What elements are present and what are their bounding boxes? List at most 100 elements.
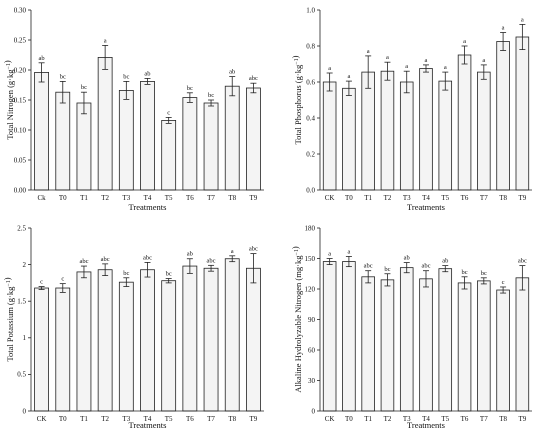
y-tick-label: 30 [308,377,316,385]
x-tick-label-t4: T4 [422,415,430,423]
significance-label-t1: a [367,48,370,55]
x-tick-label-t3: T3 [403,415,411,423]
bar-t7 [477,280,491,412]
bar-t4 [140,81,155,191]
y-axis-title-exponent: −1 [6,63,12,69]
x-tick-label-t2: T2 [101,194,109,202]
x-tick-label-t4: T4 [422,194,430,202]
y-tick-label: 0.6 [306,78,315,86]
bar-t8 [224,258,240,412]
y-axis-title-part: Total Phosphorus [293,83,303,144]
x-tick-label-t6: T6 [186,415,194,423]
bar-t3 [118,281,134,412]
x-axis-title: Treatments [129,420,167,430]
bar-t6 [457,54,472,191]
x-tick-label-t5: T5 [441,415,449,423]
significance-label-t4: abc [143,254,152,261]
bar-t9 [246,87,261,191]
x-tick-label-t1: T1 [80,415,88,423]
bar-t6 [457,282,472,412]
y-tick-label: 0.00 [14,186,27,194]
bar-t5 [161,120,177,191]
x-tick-label-t8: T8 [228,194,236,202]
bar-t1 [76,271,92,412]
bar-t9 [515,277,530,412]
bar-t1 [76,102,92,191]
significance-label-t5: ab [442,258,448,265]
y-axis-title-part: (g·kg [293,64,303,83]
significance-label-t0: c [61,276,64,283]
bar-t5 [438,268,453,412]
x-tick-label-t7: T7 [207,194,215,202]
y-tick-label: 0.05 [14,156,27,164]
bar-ck [34,72,49,191]
x-tick-label-t1: T1 [364,194,372,202]
x-tick-label-t0: T0 [345,415,353,423]
significance-label-t3: ab [404,255,410,262]
significance-label-t0: a [347,73,350,80]
y-tick-label: 0 [312,407,316,415]
significance-label-t2: abc [101,256,110,263]
y-axis-title: Total Nitrogen (g·kg−1) [2,60,15,140]
bar-t4 [419,278,433,412]
x-tick-label-t6: T6 [186,194,194,202]
y-tick-label: 0.15 [14,96,27,104]
bar-t0 [55,287,71,412]
bar-t8 [496,41,510,191]
bar-ck [322,261,337,412]
x-tick-label-t5: T5 [165,194,173,202]
x-tick-label-t0: T0 [59,194,67,202]
bar-t4 [140,269,155,412]
x-tick-label-ck: CK [325,194,335,202]
y-tick-label: 2.5 [17,224,26,232]
y-tick-label: 0.5 [17,371,26,379]
bar-t1 [361,276,375,412]
bar-t8 [496,289,510,412]
y-axis-title: Total Potassium (g·kg−1) [2,277,15,361]
significance-label-t3: bc [123,270,129,277]
x-tick-label-t3: T3 [403,194,411,202]
significance-label-t8: a [231,248,234,255]
significance-label-t2: a [386,54,389,61]
y-axis-title-part: Total Potassium [5,305,15,362]
y-tick-label: 0 [23,407,27,415]
y-axis-title-part: Alkaline Hydrolyzable Nitrogen [293,281,303,393]
x-tick-label-t1: T1 [364,415,372,423]
bar-t0 [342,261,356,412]
x-tick-label-t5: T5 [165,415,173,423]
x-tick-label-t8: T8 [228,415,236,423]
significance-label-t8: c [502,279,505,286]
x-tick-label-t9: T9 [250,415,258,423]
y-tick-label: 0.30 [14,6,27,14]
y-tick-label: 0.8 [306,42,315,50]
y-tick-label: 180 [305,224,316,232]
x-tick-label-t9: T9 [518,194,526,202]
x-tick-label-t0: T0 [59,415,67,423]
x-tick-label-t2: T2 [384,194,392,202]
significance-label-t0: a [347,248,350,255]
significance-label-t6: ab [187,251,193,258]
x-tick-label-t5: T5 [441,194,449,202]
x-axis-title: Treatments [407,420,445,430]
significance-label-t2: a [104,37,107,44]
bar-t7 [203,267,219,412]
significance-label-t1: bc [81,84,87,91]
significance-label-t4: abc [421,263,430,270]
x-tick-label-t4: T4 [144,415,152,423]
y-axis-title-exponent: −1 [6,280,12,286]
x-tick-label-t0: T0 [345,194,353,202]
x-tick-label-t6: T6 [461,415,469,423]
y-axis-title-exponent: −1 [294,249,300,255]
significance-label-t5: c [167,109,170,116]
y-tick-label: 0.10 [14,126,27,134]
y-tick-label: 60 [308,346,316,354]
y-axis-title-part: ) [290,55,300,58]
significance-label-ck: c [40,279,43,286]
x-tick-label-t2: T2 [101,415,109,423]
bar-t2 [97,269,113,412]
bar-t7 [203,102,219,191]
significance-label-t4: a [425,57,428,64]
y-tick-label: 1 [23,334,27,342]
significance-label-t1: abc [364,263,373,270]
